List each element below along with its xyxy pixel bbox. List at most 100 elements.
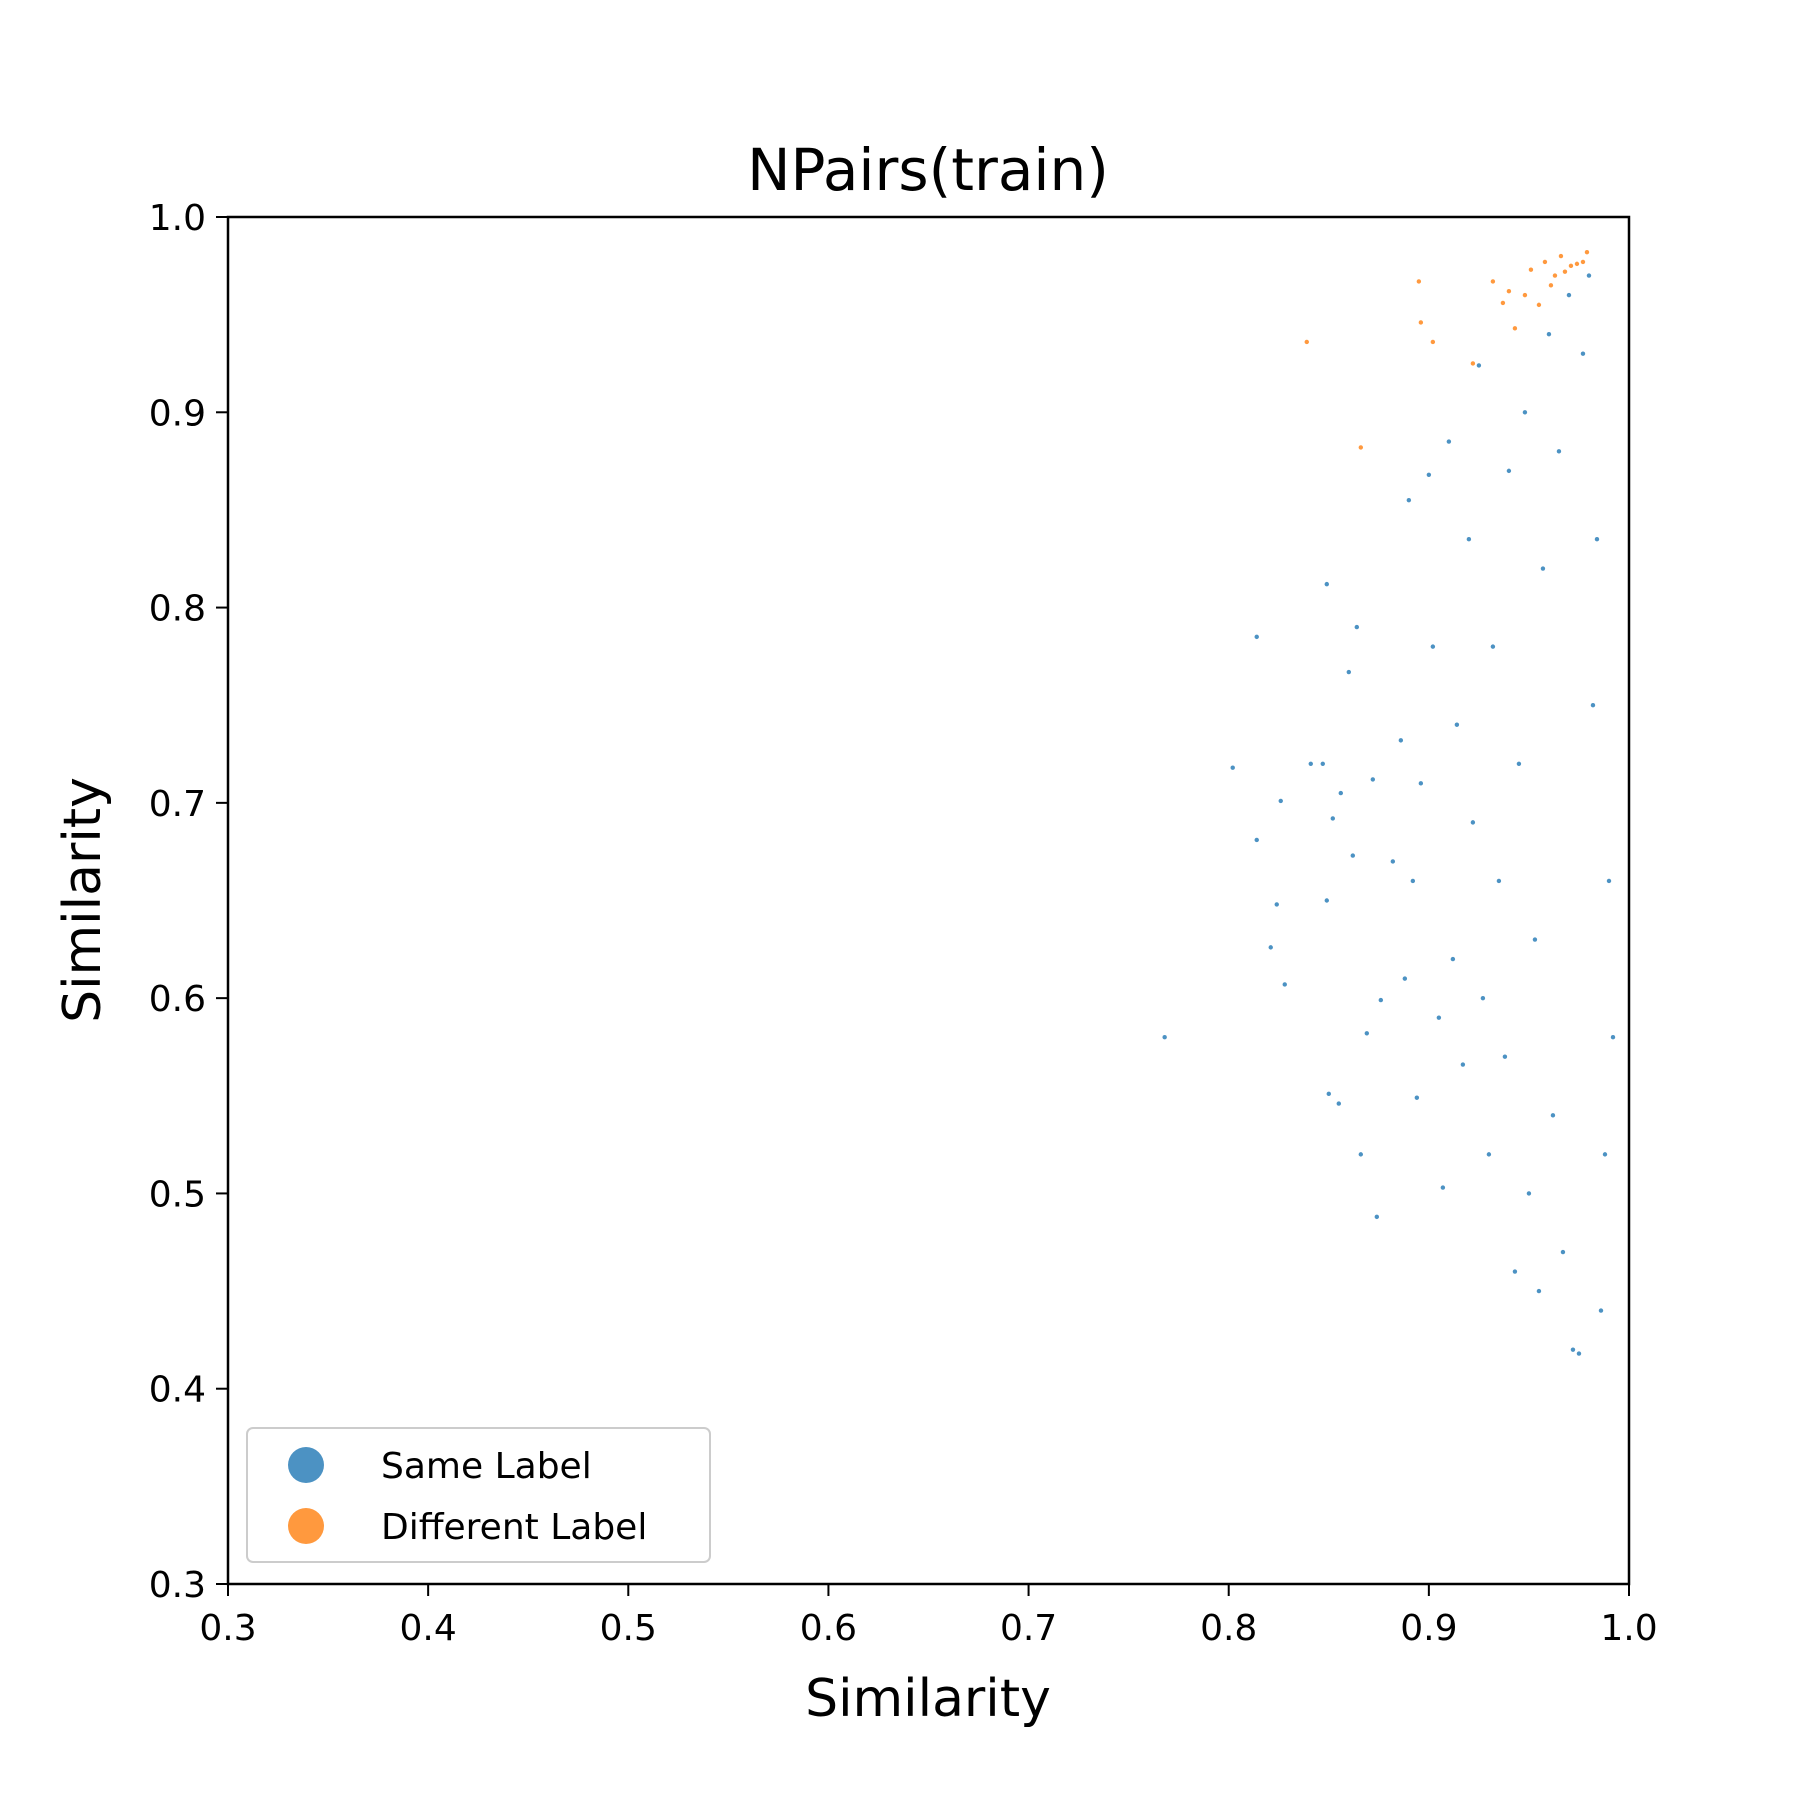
x-axis-label: Similarity bbox=[805, 1669, 1051, 1729]
scatter-point bbox=[1436, 1015, 1442, 1020]
scatter-point bbox=[1374, 1214, 1380, 1220]
scatter-point bbox=[1440, 1185, 1446, 1190]
scatter-point bbox=[1450, 956, 1456, 962]
scatter-point bbox=[1574, 261, 1580, 267]
y-tick-label: 0.7 bbox=[149, 784, 206, 825]
legend-marker-same-label bbox=[288, 1447, 324, 1483]
y-tick-labels: 0.3 0.4 0.5 0.6 0.7 0.8 0.9 1.0 bbox=[149, 198, 206, 1606]
scatter-point bbox=[1566, 292, 1572, 298]
scatter-point bbox=[1330, 816, 1335, 821]
scatter-point bbox=[1406, 497, 1412, 503]
scatter-point bbox=[1562, 269, 1568, 274]
scatter-point bbox=[1346, 669, 1352, 675]
x-tick-labels: 0.3 0.4 0.5 0.6 0.7 0.8 0.9 1.0 bbox=[199, 1608, 1657, 1649]
scatter-point bbox=[1282, 982, 1287, 987]
scatter-point bbox=[1358, 1152, 1364, 1157]
scatter-point bbox=[1536, 302, 1542, 308]
scatter-point bbox=[1274, 902, 1279, 907]
scatter-point bbox=[1254, 837, 1259, 843]
scatter-points bbox=[1162, 249, 1616, 1356]
plot-frame bbox=[226, 215, 1631, 1586]
scatter-point bbox=[1506, 289, 1512, 294]
scatter-point bbox=[1552, 273, 1558, 278]
scatter-point bbox=[1594, 537, 1600, 542]
scatter-point bbox=[1350, 853, 1356, 858]
scatter-point bbox=[1230, 765, 1235, 770]
legend: Same Label Different Label bbox=[246, 1427, 711, 1563]
scatter-point bbox=[1516, 761, 1522, 766]
axis-ticks bbox=[216, 216, 1630, 1596]
scatter-point bbox=[1606, 878, 1612, 884]
legend-label-different-label: Different Label bbox=[381, 1507, 647, 1548]
chart-title: NPairs(train) bbox=[747, 136, 1109, 204]
scatter-point bbox=[1598, 1308, 1604, 1313]
scatter-point bbox=[1580, 351, 1586, 356]
legend-box bbox=[246, 1427, 711, 1563]
scatter-point bbox=[1268, 945, 1273, 950]
scatter-point bbox=[1364, 1031, 1370, 1036]
scatter-point bbox=[1586, 273, 1592, 278]
scatter-point bbox=[1584, 249, 1590, 255]
scatter-point bbox=[1470, 820, 1476, 825]
x-tick-label: 0.5 bbox=[600, 1608, 657, 1649]
legend-marker-different-label bbox=[288, 1508, 324, 1544]
legend-label-same-label: Same Label bbox=[381, 1446, 592, 1487]
scatter-point bbox=[1470, 361, 1476, 366]
scatter-point bbox=[1410, 878, 1416, 884]
scatter-point bbox=[1162, 1035, 1167, 1040]
scatter-point bbox=[1278, 798, 1283, 804]
scatter-point bbox=[1506, 468, 1512, 474]
scatter-point bbox=[1426, 472, 1432, 477]
scatter-point bbox=[1542, 259, 1548, 265]
scatter-point bbox=[1532, 937, 1538, 942]
y-tick-label: 0.3 bbox=[149, 1565, 206, 1606]
scatter-point bbox=[1548, 283, 1554, 288]
scatter-point bbox=[1326, 1091, 1331, 1097]
y-tick-label: 0.4 bbox=[149, 1370, 206, 1411]
scatter-point bbox=[1378, 997, 1384, 1003]
x-tick-label: 1.0 bbox=[1600, 1608, 1657, 1649]
scatter-point bbox=[1558, 253, 1564, 259]
scatter-point bbox=[1476, 363, 1482, 368]
scatter-point bbox=[1418, 320, 1424, 325]
scatter-point bbox=[1430, 644, 1436, 649]
scatter-point bbox=[1490, 644, 1496, 649]
scatter-point bbox=[1398, 738, 1404, 743]
scatter-point bbox=[1390, 859, 1396, 864]
scatter-point bbox=[1402, 976, 1408, 981]
x-tick-label: 0.9 bbox=[1400, 1608, 1457, 1649]
y-tick-label: 0.8 bbox=[149, 589, 206, 630]
scatter-point bbox=[1418, 781, 1424, 786]
scatter-point bbox=[1454, 722, 1460, 727]
scatter-point bbox=[1500, 300, 1506, 306]
scatter-point bbox=[1528, 267, 1534, 272]
scatter-point bbox=[1522, 410, 1528, 415]
scatter-point bbox=[1502, 1054, 1508, 1059]
scatter-point bbox=[1496, 878, 1502, 884]
scatter-point bbox=[1546, 331, 1552, 337]
scatter-point bbox=[1320, 761, 1325, 766]
scatter-point bbox=[1550, 1113, 1556, 1118]
scatter-point bbox=[1522, 292, 1528, 298]
scatter-point bbox=[1304, 339, 1309, 345]
scatter-point bbox=[1354, 624, 1360, 630]
scatter-point bbox=[1308, 761, 1313, 766]
scatter-point bbox=[1338, 790, 1343, 796]
x-tick-label: 0.8 bbox=[1200, 1608, 1257, 1649]
x-tick-label: 0.6 bbox=[800, 1608, 857, 1649]
scatter-point bbox=[1560, 1249, 1566, 1255]
y-tick-label: 1.0 bbox=[149, 198, 206, 239]
scatter-point bbox=[1512, 326, 1518, 331]
scatter-point bbox=[1358, 445, 1364, 450]
scatter-point bbox=[1370, 777, 1376, 782]
x-tick-label: 0.3 bbox=[199, 1608, 256, 1649]
scatter-point bbox=[1610, 1035, 1616, 1040]
scatter-point bbox=[1430, 339, 1436, 345]
x-tick-label: 0.4 bbox=[400, 1608, 457, 1649]
scatter-point bbox=[1590, 703, 1596, 708]
scatter-point bbox=[1414, 1095, 1420, 1100]
scatter-point bbox=[1460, 1062, 1466, 1067]
scatter-point bbox=[1490, 279, 1496, 284]
y-tick-label: 0.6 bbox=[149, 979, 206, 1020]
